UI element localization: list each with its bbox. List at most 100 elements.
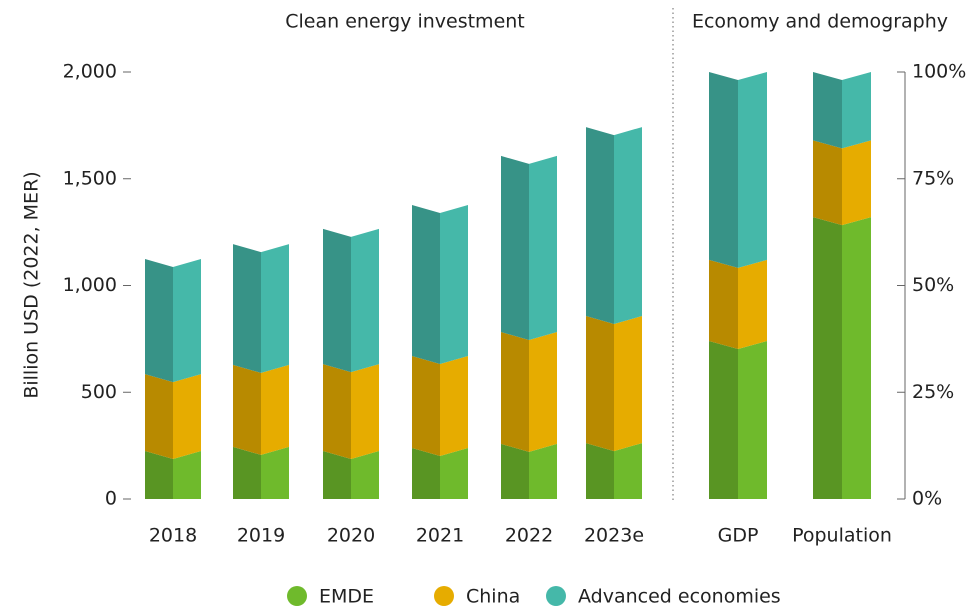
bar-segment: [709, 72, 767, 268]
bar-segment: [412, 205, 468, 364]
bar-segment: [412, 355, 468, 456]
chart-title: Economy and demography: [692, 11, 948, 33]
bar-face-left: [145, 450, 173, 499]
bar-segment: [586, 316, 642, 452]
bar-face-right: [529, 155, 557, 341]
bar-face-right: [614, 443, 642, 499]
bar-face-right: [529, 443, 557, 499]
bar-face-left: [586, 316, 614, 452]
bar-segment: [323, 364, 379, 459]
bar-face-right: [738, 259, 767, 350]
bar-segment: [323, 228, 379, 373]
bar-face-right: [261, 364, 289, 455]
bar-segment: [323, 450, 379, 499]
legend-swatch: [546, 586, 566, 606]
bar-segment: [145, 450, 201, 499]
bar-face-left: [813, 72, 842, 149]
bar-face-right: [351, 450, 379, 499]
bar-face-left: [586, 443, 614, 499]
bar-face-left: [709, 72, 738, 268]
x-tick-label: 2023e: [584, 525, 644, 547]
y-tick-label: 2,000: [63, 61, 117, 83]
bar-face-right: [738, 72, 767, 268]
bar-face-right: [261, 244, 289, 373]
bar-face-right: [351, 364, 379, 459]
bar-face-left: [501, 332, 529, 452]
y-tick-label: 1,500: [63, 167, 117, 189]
bar-face-right: [842, 72, 871, 149]
bar-segment: [813, 217, 871, 499]
bar-segment: [233, 244, 289, 373]
bar-face-right: [440, 447, 468, 499]
x-tick-label: 2019: [237, 525, 285, 547]
bar-face-right: [173, 450, 201, 499]
bar-segment: [709, 259, 767, 350]
bar-face-left: [323, 228, 351, 373]
y-tick-label: 1,000: [63, 274, 117, 296]
y-tick-label: 0: [105, 488, 117, 510]
bar-segment: [586, 127, 642, 325]
x-tick-label: 2018: [149, 525, 197, 547]
bar-face-left: [323, 450, 351, 499]
bar-segment: [233, 446, 289, 499]
bar-face-left: [501, 443, 529, 499]
chart-title: Clean energy investment: [285, 11, 525, 33]
legend-label: Advanced economies: [578, 586, 781, 608]
bar-face-left: [323, 364, 351, 459]
y2-tick-label: 0%: [912, 488, 942, 510]
bar-face-left: [412, 355, 440, 456]
x-tick-label: 2020: [327, 525, 375, 547]
bar-face-left: [233, 364, 261, 455]
bar-face-right: [614, 127, 642, 325]
bar-face-right: [261, 446, 289, 499]
legend-label: EMDE: [319, 586, 374, 608]
bar-face-right: [351, 228, 379, 373]
bar-face-left: [233, 446, 261, 499]
bar-face-right: [440, 355, 468, 456]
y-tick-label: 500: [81, 381, 117, 403]
bar-face-left: [412, 447, 440, 499]
legend-swatch: [434, 586, 454, 606]
bar-face-left: [813, 140, 842, 226]
bar-face-right: [738, 341, 767, 499]
y2-tick-label: 50%: [912, 274, 954, 296]
bar-face-right: [173, 259, 201, 383]
bar-face-left: [145, 374, 173, 459]
bar-face-left: [813, 217, 842, 499]
x-tick-label: GDP: [718, 525, 759, 547]
legend-swatch: [287, 586, 307, 606]
bar-segment: [233, 364, 289, 455]
bar-face-right: [842, 140, 871, 226]
bar-face-left: [412, 205, 440, 364]
bar-face-right: [842, 217, 871, 499]
bar-face-left: [501, 155, 529, 341]
bar-segment: [145, 259, 201, 383]
bar-face-right: [173, 374, 201, 459]
x-tick-label: 2022: [505, 525, 553, 547]
bar-segment: [709, 341, 767, 499]
bar-segment: [813, 140, 871, 226]
bar-segment: [501, 443, 557, 499]
bar-face-right: [529, 332, 557, 452]
x-tick-label: 2021: [416, 525, 464, 547]
bar-face-left: [145, 259, 173, 383]
bar-segment: [586, 443, 642, 499]
bar-segment: [412, 447, 468, 499]
bar-segment: [501, 155, 557, 341]
x-tick-label: Population: [792, 525, 892, 547]
legend-label: China: [466, 586, 520, 608]
bar-segment: [501, 332, 557, 452]
y2-tick-label: 25%: [912, 381, 954, 403]
bar-face-left: [709, 341, 738, 499]
bar-face-left: [709, 259, 738, 350]
bar-face-right: [614, 316, 642, 452]
y2-tick-label: 100%: [912, 61, 966, 83]
y2-tick-label: 75%: [912, 167, 954, 189]
bar-face-left: [233, 244, 261, 373]
bar-face-right: [440, 205, 468, 364]
bar-segment: [813, 72, 871, 149]
bar-face-left: [586, 127, 614, 325]
y-axis-title: Billion USD (2022, MER): [21, 171, 43, 398]
bar-segment: [145, 374, 201, 459]
